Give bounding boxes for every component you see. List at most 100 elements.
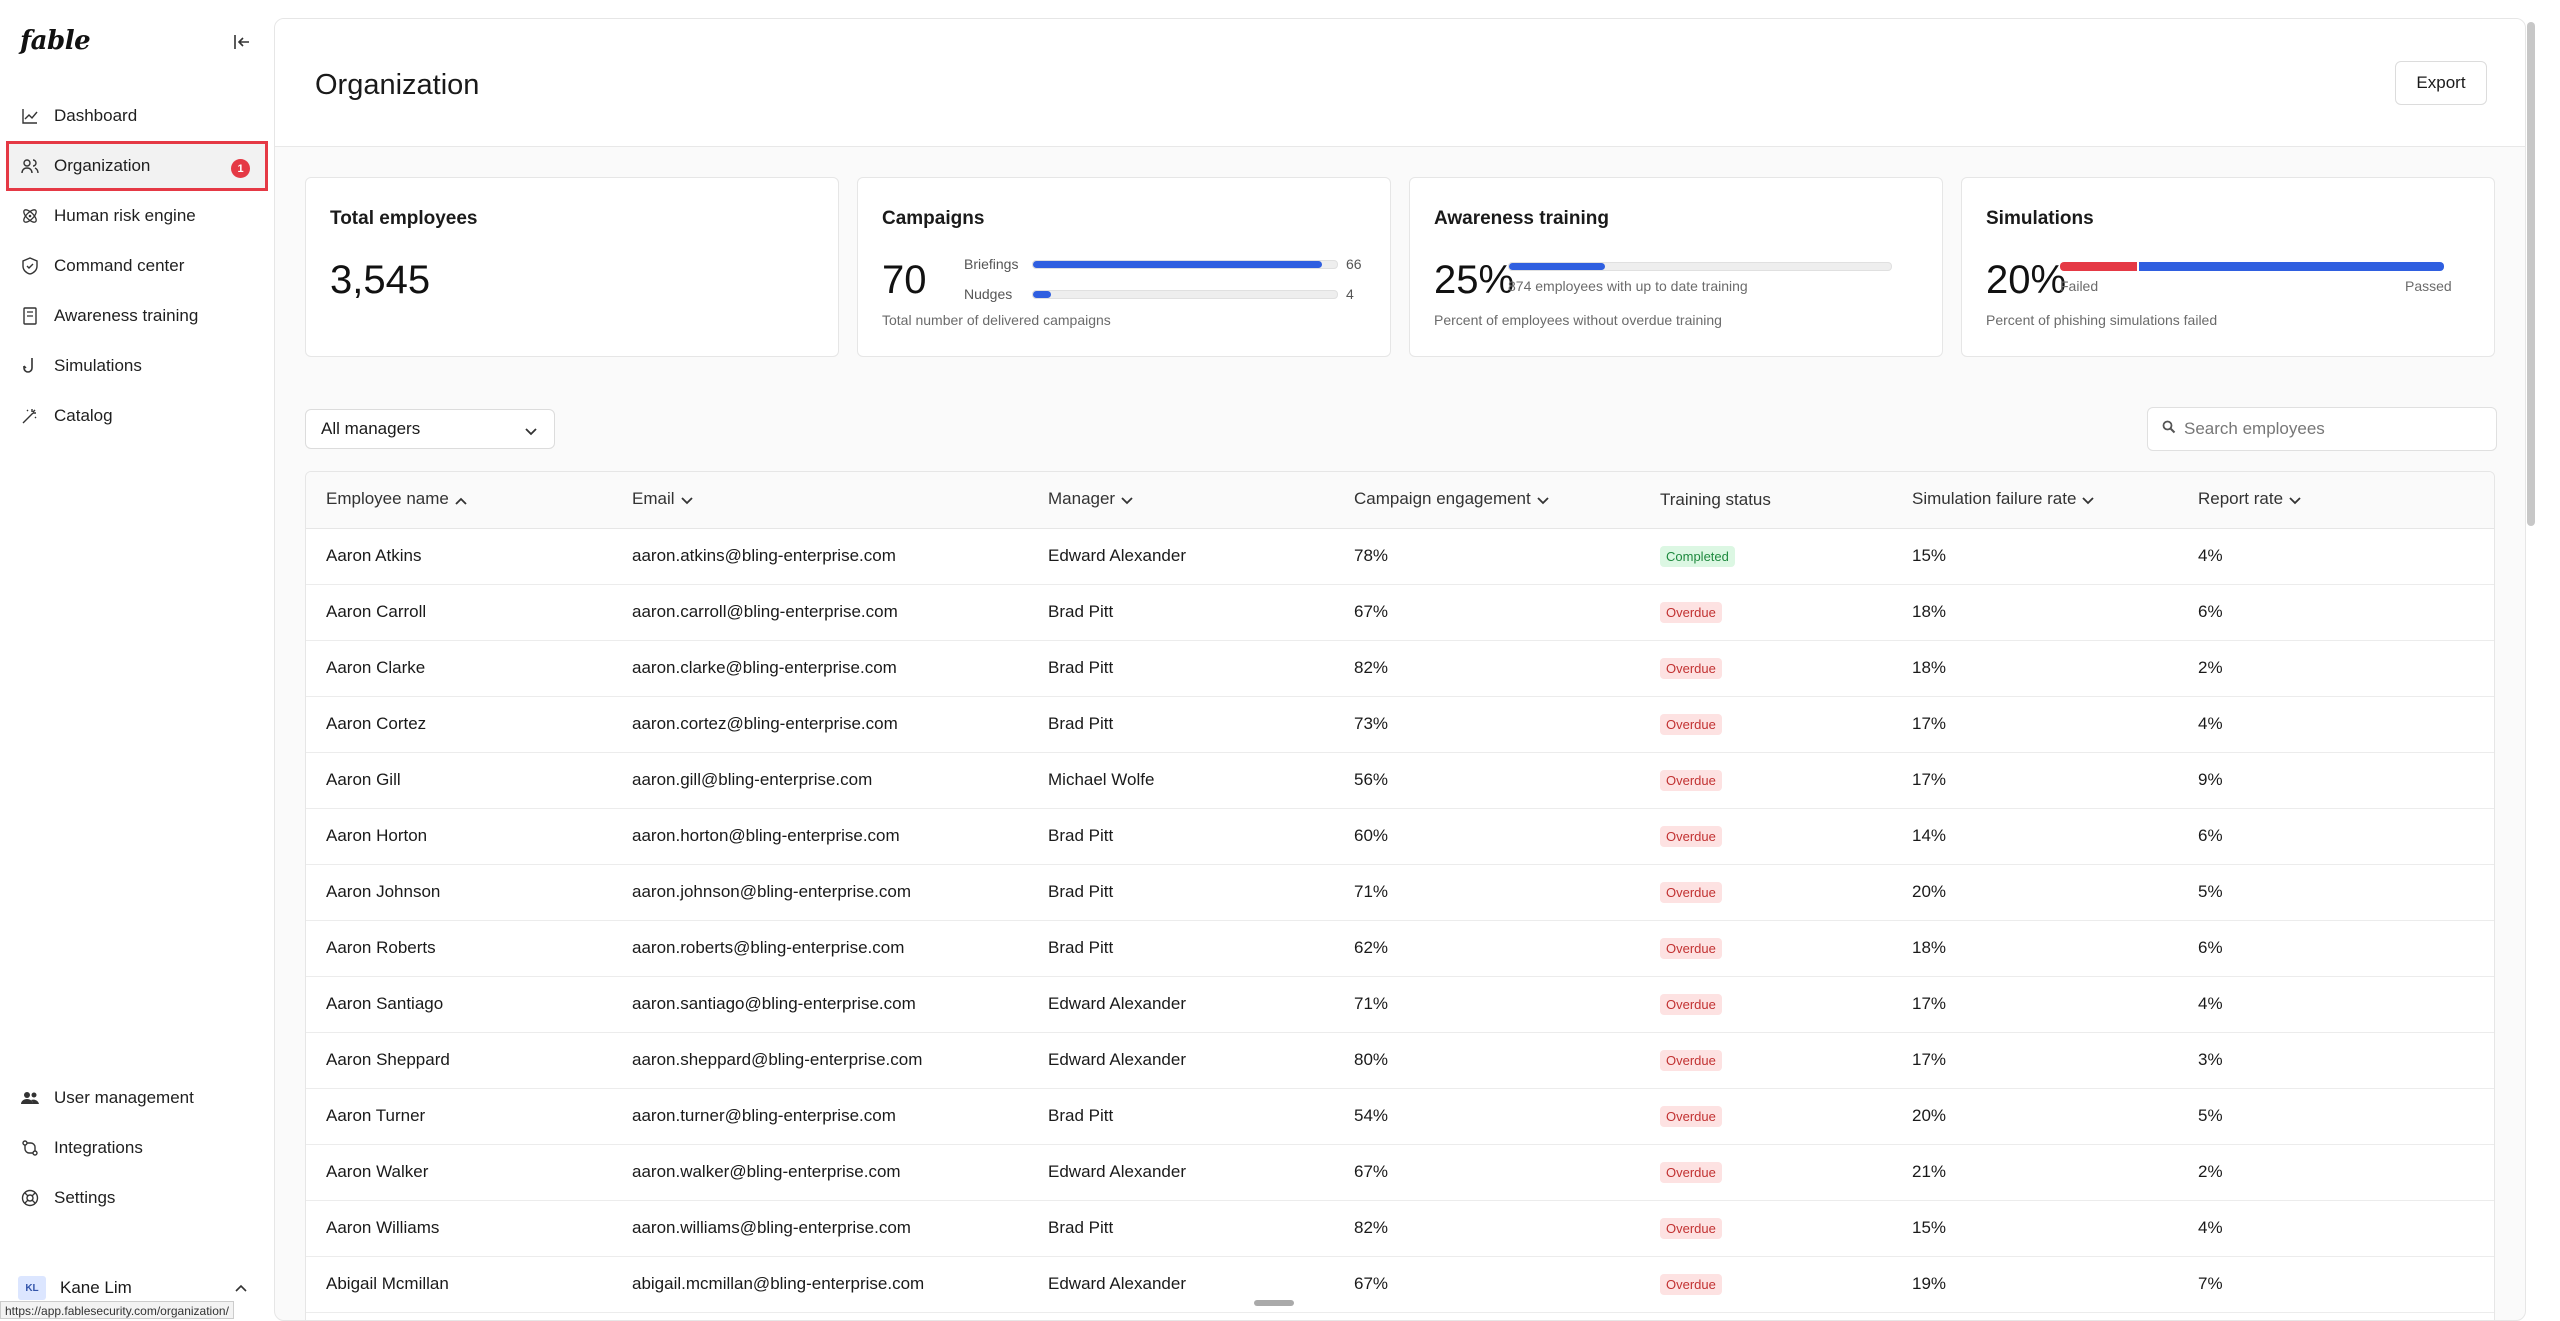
table-row[interactable]: Aaron Atkins aaron.atkins@bling-enterpris… bbox=[306, 528, 2494, 585]
training-status-cell: Overdue bbox=[1640, 696, 1892, 753]
status-badge: Overdue bbox=[1660, 1273, 1722, 1295]
employee-name: Aaron Williams bbox=[306, 1200, 612, 1257]
campaign-engagement: 82% bbox=[1334, 640, 1640, 697]
table-row[interactable]: Aaron Santiago aaron.santiago@bling-enter… bbox=[306, 976, 2494, 1033]
column-header-campaign-engagement[interactable]: Campaign engagement bbox=[1334, 472, 1640, 529]
simulation-failure-rate: 17% bbox=[1892, 1032, 2178, 1089]
employee-email: aaron.sheppard@bling-enterprise.com bbox=[612, 1032, 1028, 1089]
employee-name: Abigail Mcmillan bbox=[306, 1256, 612, 1313]
column-header-training-status: Training status bbox=[1640, 472, 1892, 529]
table-row[interactable]: Aaron Johnson aaron.johnson@bling-enterpr… bbox=[306, 864, 2494, 921]
sidebar-item-simulations[interactable]: Simulations bbox=[0, 341, 274, 391]
simulation-failure-rate: 21% bbox=[1892, 1144, 2178, 1201]
table-row[interactable]: Aaron Turner aaron.turner@bling-enterpris… bbox=[306, 1088, 2494, 1145]
sidebar-item-catalog[interactable]: Catalog bbox=[0, 391, 274, 441]
user-group-icon bbox=[20, 1088, 40, 1108]
status-badge: Overdue bbox=[1660, 1161, 1722, 1183]
book-icon bbox=[20, 306, 40, 326]
training-status-cell: Overdue bbox=[1640, 1032, 1892, 1089]
employee-email: aaron.atkins@bling-enterprise.com bbox=[612, 528, 1028, 585]
campaign-engagement: 80% bbox=[1334, 1032, 1640, 1089]
training-status-cell: Completed bbox=[1640, 528, 1892, 585]
report-rate: 3% bbox=[2178, 1032, 2494, 1089]
status-badge: Overdue bbox=[1660, 657, 1722, 679]
employee-manager: Brad Pitt bbox=[1028, 1200, 1334, 1257]
briefings-row: Briefings 66 bbox=[964, 256, 1362, 272]
export-button[interactable]: Export bbox=[2395, 61, 2487, 105]
gear-icon bbox=[20, 1188, 40, 1208]
manager-filter-select[interactable]: All managers bbox=[305, 409, 555, 449]
column-header-manager[interactable]: Manager bbox=[1028, 472, 1334, 529]
employee-name: Aaron Atkins bbox=[306, 528, 612, 585]
table-row[interactable]: Aaron Clarke aaron.clarke@bling-enterpris… bbox=[306, 640, 2494, 697]
column-header-email[interactable]: Email bbox=[612, 472, 1028, 529]
sidebar-item-user-management[interactable]: User management bbox=[0, 1073, 274, 1123]
employee-email: aaron.clarke@bling-enterprise.com bbox=[612, 640, 1028, 697]
fable-logo[interactable]: fable bbox=[20, 26, 91, 56]
sidebar-item-integrations[interactable]: Integrations bbox=[0, 1123, 274, 1173]
chevron-up-icon bbox=[455, 490, 467, 510]
simulation-failure-rate: 17% bbox=[1892, 696, 2178, 753]
report-rate: 6% bbox=[2178, 584, 2494, 641]
awareness-training-card: Awareness training 25% 874 employees wit… bbox=[1409, 177, 1943, 357]
employee-name: Aaron Carroll bbox=[306, 584, 612, 641]
collapse-sidebar-icon[interactable] bbox=[228, 28, 256, 56]
report-rate: 4% bbox=[2178, 976, 2494, 1033]
simulation-failure-rate: 20% bbox=[1892, 864, 2178, 921]
table-row[interactable]: Abigail Mcmillan abigail.mcmillan@bling-e… bbox=[306, 1256, 2494, 1313]
chevron-down-icon bbox=[680, 490, 693, 510]
employee-email: aaron.williams@bling-enterprise.com bbox=[612, 1200, 1028, 1257]
sidebar-item-label: Catalog bbox=[54, 406, 113, 425]
resize-handle[interactable] bbox=[1254, 1300, 1294, 1306]
passed-label: Passed bbox=[2405, 278, 2452, 294]
report-rate: 5% bbox=[2178, 864, 2494, 921]
table-row[interactable]: Aaron Horton aaron.horton@bling-enterpris… bbox=[306, 808, 2494, 865]
table-row[interactable]: Aaron Cortez aaron.cortez@bling-enterpris… bbox=[306, 696, 2494, 753]
campaign-engagement: 60% bbox=[1334, 808, 1640, 865]
table-row[interactable]: Aaron Walker aaron.walker@bling-enterpris… bbox=[306, 1144, 2494, 1201]
status-badge: Overdue bbox=[1660, 881, 1722, 903]
search-box[interactable] bbox=[2147, 407, 2497, 451]
notification-badge: 1 bbox=[231, 159, 250, 178]
vertical-scrollbar[interactable] bbox=[2527, 22, 2535, 526]
simulations-bar bbox=[2060, 262, 2444, 271]
table-row[interactable]: Aaron Carroll aaron.carroll@bling-enterpr… bbox=[306, 584, 2494, 641]
report-rate: 7% bbox=[2178, 1256, 2494, 1313]
sidebar-item-command-center[interactable]: Command center bbox=[0, 241, 274, 291]
page-title: Organization bbox=[315, 69, 480, 101]
report-rate: 4% bbox=[2178, 528, 2494, 585]
awareness-bar-caption: 874 employees with up to date training bbox=[1508, 278, 1748, 294]
campaign-engagement: 67% bbox=[1334, 584, 1640, 641]
sidebar-item-human-risk-engine[interactable]: Human risk engine bbox=[0, 191, 274, 241]
employee-email: aaron.johnson@bling-enterprise.com bbox=[612, 864, 1028, 921]
employee-email: abigail.mcmillan@bling-enterprise.com bbox=[612, 1256, 1028, 1313]
wand-icon bbox=[20, 406, 40, 426]
failed-label: Failed bbox=[2060, 278, 2099, 294]
sidebar-item-dashboard[interactable]: Dashboard bbox=[0, 91, 274, 141]
sidebar-item-organization[interactable]: Organization 1 bbox=[6, 141, 268, 191]
simulation-failure-rate: 20% bbox=[1892, 1088, 2178, 1145]
column-header-employee-name[interactable]: Employee name bbox=[306, 472, 612, 529]
column-header-simulation-failure-rate[interactable]: Simulation failure rate bbox=[1892, 472, 2178, 529]
employee-name: Aaron Horton bbox=[306, 808, 612, 865]
campaign-engagement: 56% bbox=[1334, 752, 1640, 809]
table-row[interactable]: Aaron Sheppard aaron.sheppard@bling-enter… bbox=[306, 1032, 2494, 1089]
table-row[interactable]: Aaron Gill aaron.gill@bling-enterprise.co… bbox=[306, 752, 2494, 809]
git-branch-icon bbox=[20, 1138, 40, 1158]
table-row[interactable]: Aaron Roberts aaron.roberts@bling-enterpr… bbox=[306, 920, 2494, 977]
status-badge: Overdue bbox=[1660, 1217, 1722, 1239]
employee-name: Aaron Roberts bbox=[306, 920, 612, 977]
campaign-engagement: 78% bbox=[1334, 528, 1640, 585]
card-title: Simulations bbox=[1986, 208, 2094, 229]
employee-manager: Brad Pitt bbox=[1028, 696, 1334, 753]
sidebar-item-settings[interactable]: Settings bbox=[0, 1173, 274, 1223]
search-input[interactable] bbox=[2184, 419, 2474, 439]
sidebar-item-awareness-training[interactable]: Awareness training bbox=[0, 291, 274, 341]
employee-email: aaron.turner@bling-enterprise.com bbox=[612, 1088, 1028, 1145]
sidebar-item-label: Organization bbox=[54, 156, 151, 175]
nudges-label: Nudges bbox=[964, 286, 1013, 302]
user-menu[interactable]: KL Kane Lim bbox=[18, 1272, 248, 1304]
table-row[interactable]: Aaron Williams aaron.williams@bling-enter… bbox=[306, 1200, 2494, 1257]
training-status-cell: Overdue bbox=[1640, 752, 1892, 809]
column-header-report-rate[interactable]: Report rate bbox=[2178, 472, 2494, 529]
